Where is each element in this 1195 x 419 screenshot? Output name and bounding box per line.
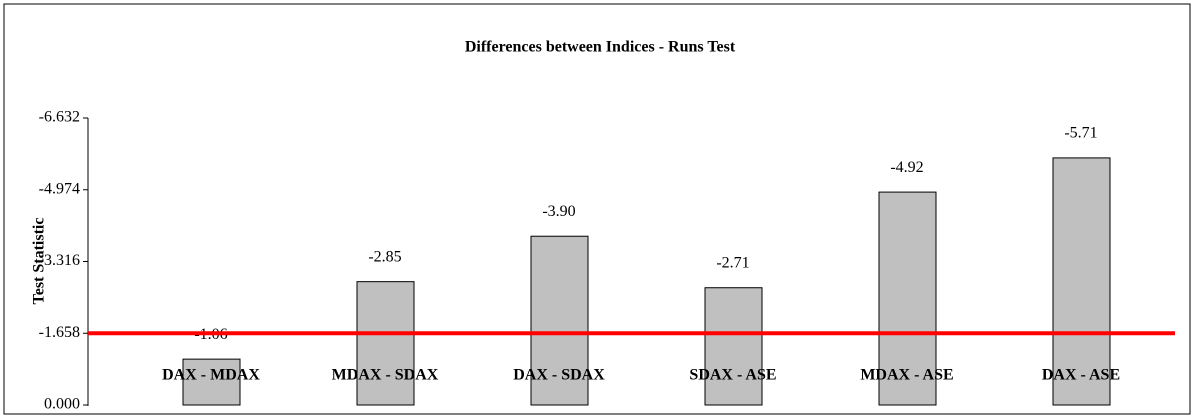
y-tick-label: -3.316 (39, 252, 80, 269)
value-label: -4.92 (890, 159, 923, 176)
x-tick-label: MDAX - ASE (860, 367, 953, 384)
y-tick-label: -4.974 (39, 180, 80, 197)
chart-frame (3, 3, 1191, 415)
value-label: -2.71 (716, 254, 749, 271)
x-tick-label: DAX - MDAX (162, 367, 260, 384)
x-tick-label: DAX - SDAX (513, 367, 605, 384)
y-tick-label: -1.658 (39, 324, 80, 341)
value-label: -5.71 (1064, 125, 1097, 142)
y-tick-label: -6.632 (39, 109, 80, 126)
x-tick-label: SDAX - ASE (689, 367, 776, 384)
bar (530, 235, 589, 406)
bar (356, 281, 415, 406)
y-axis-label: Test Statistic (31, 218, 48, 305)
bar (704, 287, 763, 406)
value-label: -3.90 (542, 203, 575, 220)
x-tick-label: DAX - ASE (1042, 367, 1120, 384)
bar (182, 358, 241, 406)
chart-title: Differences between Indices - Runs Test (465, 39, 736, 56)
bar (878, 191, 937, 406)
value-label: -2.85 (368, 248, 401, 265)
x-tick-label: MDAX - SDAX (332, 367, 439, 384)
bar (1052, 157, 1111, 406)
y-tick-label: 0.000 (44, 396, 80, 413)
